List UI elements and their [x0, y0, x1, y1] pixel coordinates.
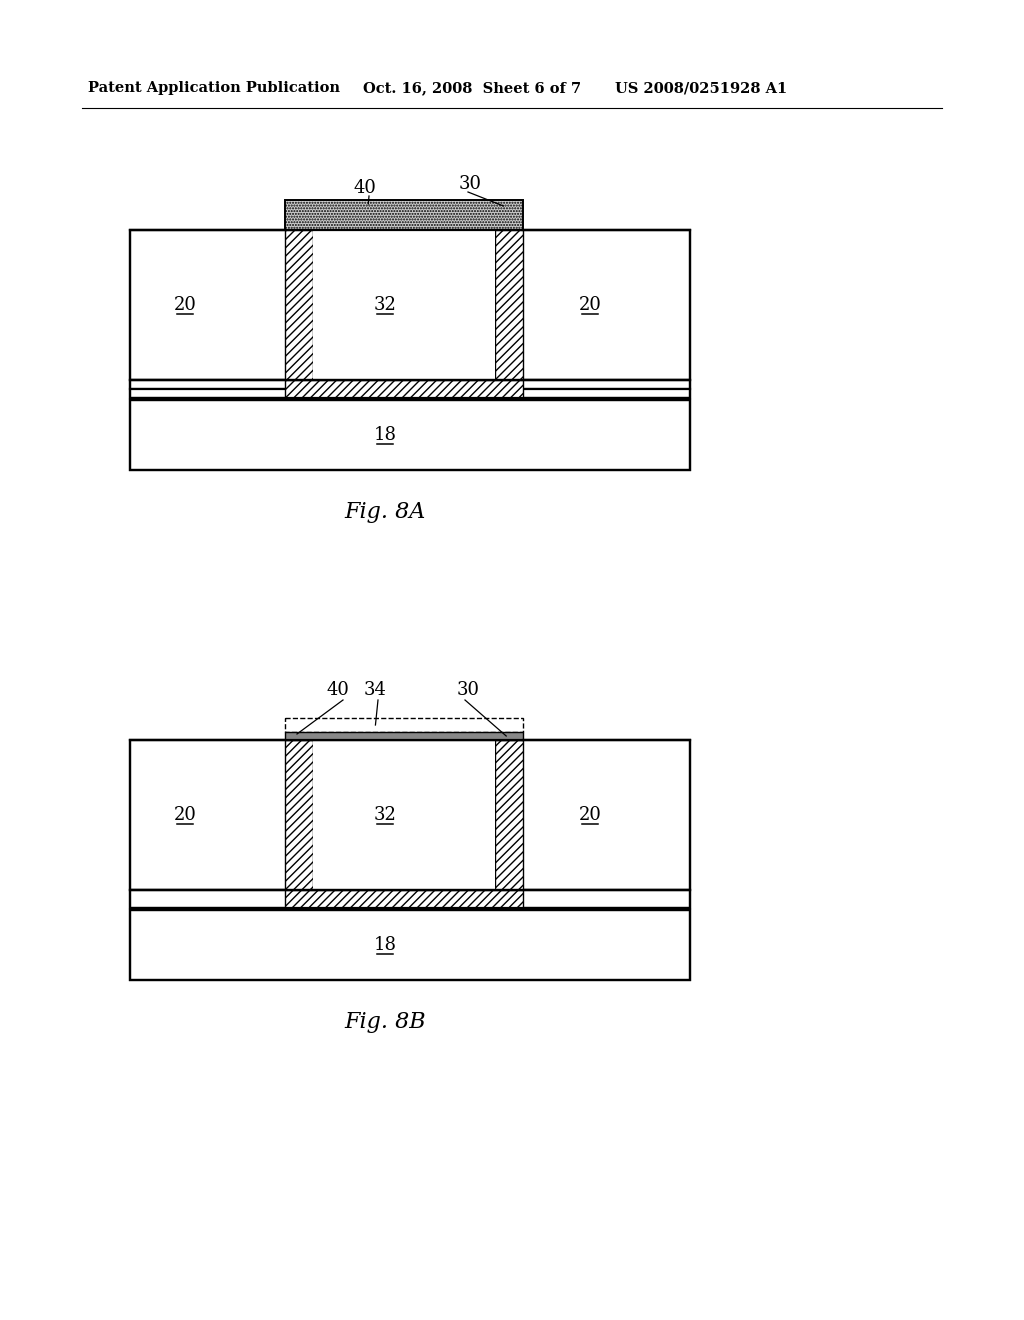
Text: 32: 32 — [374, 296, 396, 314]
Bar — [130, 380, 690, 399]
Bar — [285, 230, 313, 380]
Bar — [130, 909, 690, 979]
Text: Fig. 8B: Fig. 8B — [344, 1011, 426, 1034]
Bar — [130, 230, 690, 380]
Text: 30: 30 — [459, 176, 481, 193]
Text: Fig. 8A: Fig. 8A — [344, 502, 426, 523]
Bar — [130, 230, 690, 380]
Bar — [495, 741, 523, 890]
Bar — [285, 718, 523, 733]
Bar — [130, 741, 690, 890]
Bar — [285, 890, 523, 908]
Bar — [495, 230, 523, 380]
Text: 34: 34 — [364, 681, 386, 700]
Bar — [130, 380, 690, 389]
Bar — [130, 741, 690, 890]
Bar — [285, 201, 523, 230]
Bar — [313, 741, 495, 890]
Text: 40: 40 — [353, 180, 377, 197]
Bar — [313, 230, 495, 380]
Bar — [130, 400, 690, 470]
Text: 20: 20 — [173, 296, 197, 314]
Text: 30: 30 — [457, 681, 479, 700]
Bar — [130, 890, 690, 908]
Text: 20: 20 — [579, 807, 601, 824]
Text: 40: 40 — [327, 681, 349, 700]
Bar — [285, 733, 523, 741]
Text: 32: 32 — [374, 807, 396, 824]
Text: US 2008/0251928 A1: US 2008/0251928 A1 — [615, 81, 787, 95]
Bar — [130, 389, 690, 399]
Text: 18: 18 — [374, 426, 396, 444]
Text: 20: 20 — [173, 807, 197, 824]
Text: Patent Application Publication: Patent Application Publication — [88, 81, 340, 95]
Bar — [130, 909, 690, 979]
Text: 20: 20 — [579, 296, 601, 314]
Text: Oct. 16, 2008  Sheet 6 of 7: Oct. 16, 2008 Sheet 6 of 7 — [362, 81, 582, 95]
Bar — [285, 380, 523, 399]
Bar — [130, 400, 690, 470]
Text: 18: 18 — [374, 936, 396, 954]
Bar — [130, 890, 690, 908]
Bar — [285, 741, 313, 890]
